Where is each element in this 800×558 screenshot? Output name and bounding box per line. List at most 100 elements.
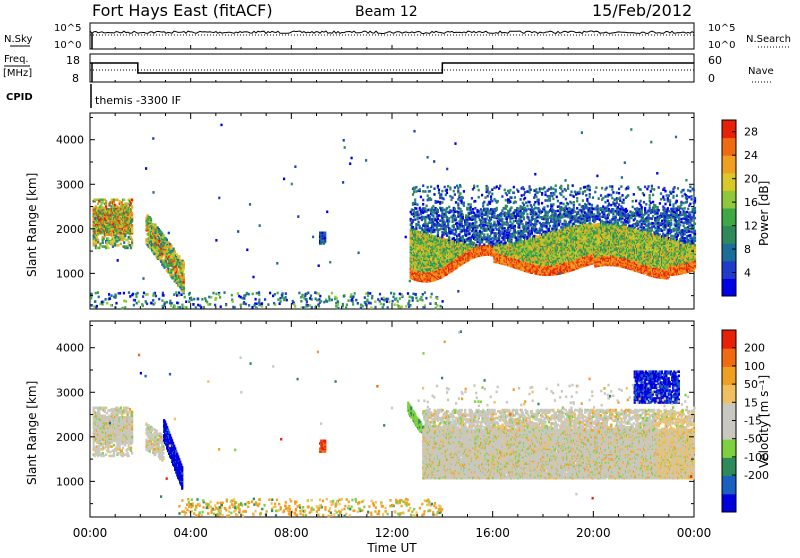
power-cell: [510, 196, 512, 199]
power-cell: [537, 230, 539, 233]
power-cell: [424, 190, 426, 193]
power-cell: [514, 225, 516, 228]
power-cell: [99, 199, 101, 202]
power-cell: [501, 218, 503, 221]
power-cell: [533, 196, 535, 199]
power-cell: [526, 205, 528, 208]
power-cell: [123, 241, 125, 244]
power-cell: [452, 219, 454, 222]
power-cell: [487, 195, 489, 198]
power-cell: [123, 199, 125, 202]
power-cell: [113, 240, 115, 243]
power-cell: [525, 209, 527, 212]
power-cell: [538, 202, 540, 205]
power-cell: [418, 214, 420, 217]
power-cell: [450, 210, 452, 213]
power-cell: [473, 242, 475, 245]
power-cell: [415, 186, 417, 189]
power-cell: [475, 229, 477, 232]
power-cell: [540, 188, 542, 191]
power-cell: [421, 219, 423, 222]
power-cell: [473, 212, 475, 215]
power-cell: [480, 235, 482, 238]
power-cell: [489, 212, 491, 215]
power-cell: [524, 191, 526, 194]
power-cell: [493, 215, 495, 218]
power-cell: [422, 190, 424, 193]
power-cell: [432, 235, 434, 238]
power-cell: [113, 199, 115, 202]
power-cell: [549, 225, 551, 228]
power-cell: [520, 198, 522, 201]
power-cell: [107, 237, 109, 240]
power-cell: [183, 281, 185, 284]
power-cell: [499, 185, 501, 188]
power-cell: [535, 195, 537, 198]
sky-left-tick-bottom: 10^0: [54, 40, 81, 51]
power-cell: [496, 185, 498, 188]
power-cell: [472, 208, 474, 211]
power-cell: [433, 187, 435, 190]
power-cell: [124, 235, 126, 238]
freq-left-label-1: Freq.: [4, 54, 29, 65]
power-cell: [535, 213, 537, 216]
power-cell: [466, 207, 468, 210]
power-cell: [529, 185, 531, 188]
power-cell: [480, 225, 482, 228]
power-cell: [505, 199, 507, 202]
power-cell: [463, 202, 465, 205]
power-cell: [429, 221, 431, 224]
power-cell: [478, 189, 480, 192]
power-cell: [170, 269, 172, 272]
power-cell: [449, 186, 451, 189]
power-cell: [422, 199, 424, 202]
power-cell: [427, 194, 429, 197]
power-cell: [488, 222, 490, 225]
power-cell: [550, 218, 552, 221]
power-cell: [513, 220, 515, 223]
power-cell: [440, 193, 442, 196]
power-cell: [479, 214, 481, 217]
power-cell: [170, 271, 172, 274]
power-cell: [529, 201, 531, 204]
power-cell: [324, 237, 326, 240]
power-cell: [456, 222, 458, 225]
freq-panel-frame: [90, 54, 694, 82]
power-cell: [525, 201, 527, 204]
power-cell: [548, 188, 550, 191]
power-cell: [504, 230, 506, 233]
power-cell: [183, 268, 185, 271]
power-cell: [541, 192, 543, 195]
power-cell: [520, 205, 522, 208]
power-cell: [440, 227, 442, 230]
power-cell: [96, 236, 98, 239]
power-cell: [499, 230, 501, 233]
power-cell: [131, 224, 133, 227]
power-cell: [497, 200, 499, 203]
power-cell: [447, 185, 449, 188]
power-cell: [103, 207, 105, 210]
power-cell: [438, 189, 440, 192]
power-cell: [131, 239, 133, 242]
power-cell: [183, 273, 185, 276]
power-cell: [430, 185, 432, 188]
power-cell: [496, 237, 498, 240]
power-cell: [530, 188, 532, 191]
power-cell: [129, 244, 131, 247]
power-cell: [120, 243, 122, 246]
power-cell: [416, 211, 418, 214]
power-cell: [496, 207, 498, 210]
power-cell: [463, 204, 465, 207]
power-cell: [521, 220, 523, 223]
power-cell: [420, 196, 422, 199]
power-cell: [422, 184, 424, 187]
power-cell: [491, 188, 493, 191]
power-cell: [131, 241, 133, 244]
power-cell: [415, 207, 417, 210]
power-cell: [515, 215, 517, 218]
power-cell: [509, 216, 511, 219]
power-cell: [156, 244, 158, 247]
freq-left-tick-bottom: 8: [72, 72, 79, 85]
